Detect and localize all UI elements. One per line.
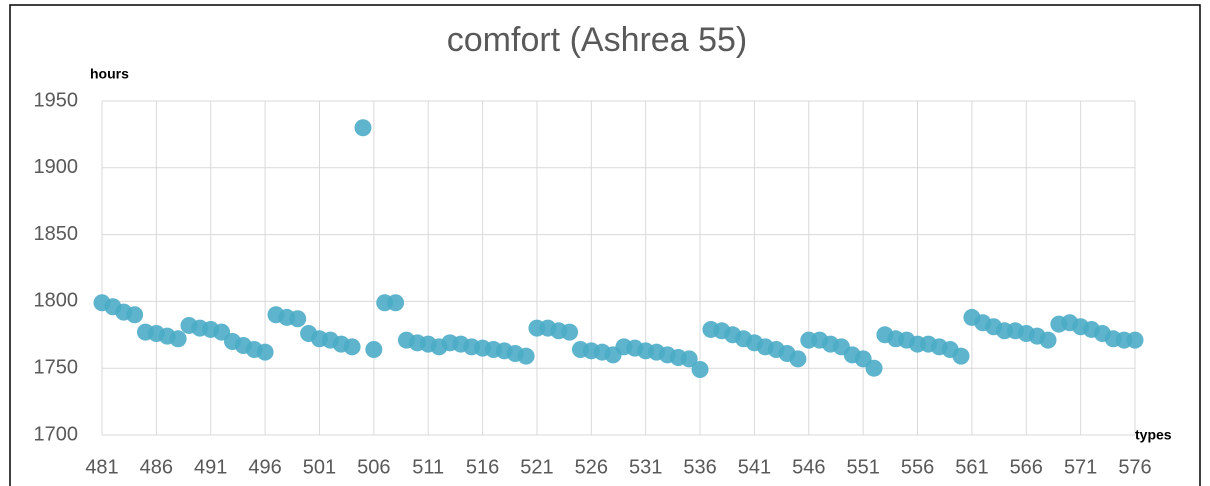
x-tick-label: 551 [846, 456, 879, 478]
x-tick-label: 546 [792, 456, 825, 478]
x-tick-label: 511 [412, 456, 444, 478]
x-tick-label: 486 [140, 456, 173, 478]
point [865, 359, 883, 377]
y-tick-label: 1850 [34, 223, 79, 245]
point [691, 361, 709, 379]
point [1039, 331, 1057, 349]
x-tick-label: 516 [466, 456, 499, 478]
y-tick-label: 1700 [34, 423, 79, 445]
x-tick-label: 556 [901, 456, 934, 478]
y-axis-label: hours [90, 66, 129, 82]
x-tick-label: 566 [1010, 456, 1043, 478]
point [789, 350, 807, 368]
x-tick-label: 491 [194, 456, 227, 478]
x-tick-label: 481 [85, 456, 118, 478]
x-tick-label: 501 [303, 456, 336, 478]
x-tick-label: 526 [575, 456, 608, 478]
chart-title: comfort (Ashrea 55) [447, 21, 747, 59]
y-tick-label: 1900 [34, 156, 79, 178]
point [289, 310, 307, 328]
point [952, 347, 970, 365]
y-tick-label: 1800 [34, 290, 79, 312]
y-tick-label: 1950 [34, 89, 79, 111]
x-tick-label: 576 [1118, 456, 1151, 478]
x-tick-label: 531 [629, 456, 662, 478]
point [1126, 331, 1144, 349]
x-axis-label: types [1135, 427, 1172, 443]
x-tick-label: 561 [955, 456, 988, 478]
x-tick-label: 536 [683, 456, 716, 478]
point [387, 294, 405, 312]
point [365, 340, 383, 358]
point [126, 306, 144, 324]
point [680, 350, 698, 368]
point [256, 343, 274, 361]
chart-border [9, 4, 1201, 486]
x-tick-label: 521 [520, 456, 553, 478]
marks [93, 119, 1144, 379]
point [343, 338, 361, 356]
y-tick-label: 1750 [34, 356, 79, 378]
x-tick-label: 496 [248, 456, 281, 478]
point [354, 119, 372, 137]
point [517, 347, 535, 365]
point [561, 323, 579, 341]
grid [101, 100, 1136, 436]
point [169, 330, 187, 348]
x-tick-label: 541 [738, 456, 771, 478]
x-tick-label: 571 [1064, 456, 1097, 478]
x-tick-label: 506 [357, 456, 390, 478]
